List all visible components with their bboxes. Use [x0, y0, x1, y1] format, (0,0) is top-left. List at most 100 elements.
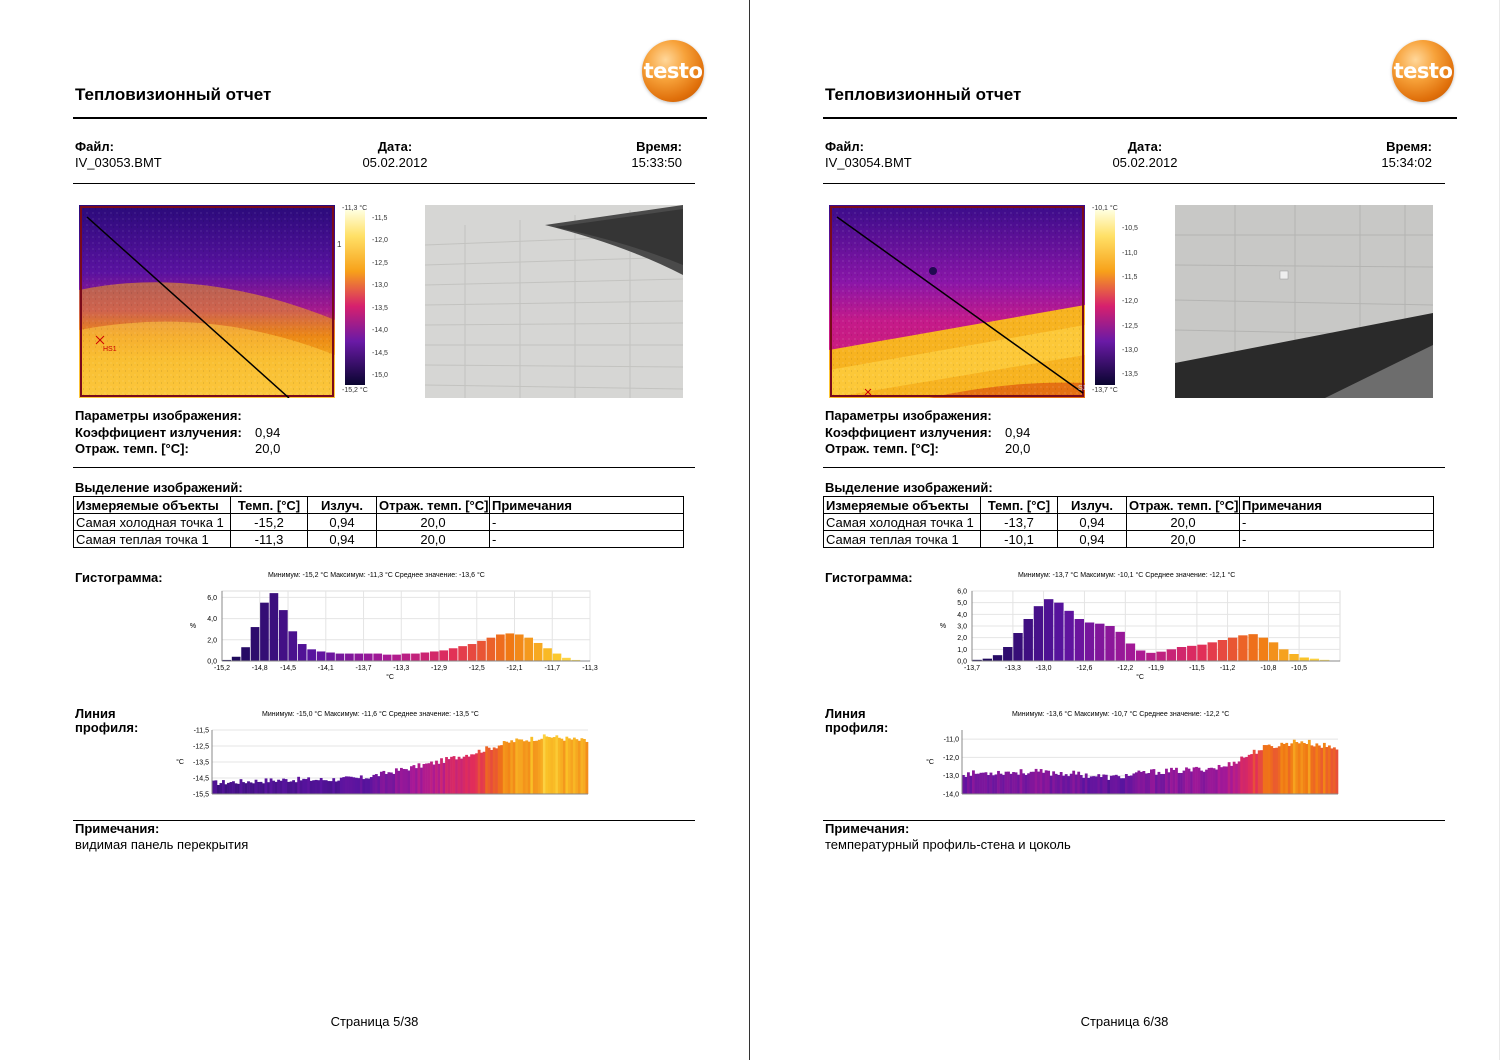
- cell-temp: -13,7: [980, 513, 1058, 531]
- profile-bar: [540, 738, 544, 794]
- params-heading: Параметры изображения:: [75, 408, 242, 423]
- profile-bar: [582, 738, 586, 794]
- profile-bar: [525, 740, 529, 794]
- profile-bar: [447, 759, 451, 794]
- histogram-bar: [288, 631, 298, 661]
- profile-bar: [542, 734, 546, 794]
- profile-bar: [1322, 742, 1326, 794]
- profile-bar: [487, 747, 491, 794]
- profile-bar: [477, 749, 481, 794]
- y-axis-label: °C: [926, 758, 934, 766]
- profile-bar: [575, 739, 579, 794]
- profile-bar: [1245, 756, 1249, 794]
- logo-text: testo: [1393, 59, 1453, 83]
- profile-bar: [1217, 764, 1221, 794]
- profile-bar: [1002, 774, 1005, 794]
- profile-bar: [1310, 745, 1314, 794]
- histogram-bar: [496, 634, 505, 661]
- profile-bar: [1034, 768, 1038, 794]
- profile-bar: [1232, 761, 1236, 794]
- colorbar-tick: -11,5: [372, 214, 388, 222]
- profile-bar: [480, 752, 484, 794]
- profile-bar: [485, 746, 489, 794]
- profile-bar: [510, 740, 514, 794]
- profile-bar: [1092, 776, 1096, 794]
- profile-bar: [217, 784, 220, 794]
- profile-bar: [1084, 773, 1088, 794]
- profile-bar: [467, 756, 471, 794]
- profile-bar: [1185, 767, 1188, 794]
- colorbar-tick: -15,0: [372, 372, 388, 380]
- histogram-bar: [392, 654, 401, 661]
- histogram-bar: [1084, 622, 1095, 661]
- colorbar-tick: -12,0: [1122, 298, 1138, 306]
- profile-bar: [1302, 742, 1306, 794]
- histogram-bar: [345, 653, 354, 661]
- header-divider: [73, 183, 695, 184]
- time-label: Время:: [1386, 139, 1432, 154]
- profile-bar: [314, 779, 318, 794]
- histogram-bar: [1238, 635, 1248, 661]
- profile-bar: [1009, 773, 1013, 794]
- histogram-bar: [222, 659, 232, 661]
- profile-bar: [1052, 771, 1056, 794]
- profile-bar: [289, 781, 293, 794]
- profile-bar: [415, 768, 418, 794]
- cell-object: Самая теплая точка 1: [823, 530, 981, 548]
- date-value: 05.02.2012: [362, 155, 428, 170]
- profile-bar: [1272, 748, 1276, 794]
- histogram-bar: [486, 637, 496, 661]
- profile-bar: [1152, 769, 1156, 794]
- profile-bar: [1265, 745, 1269, 794]
- profile-bar: [405, 769, 408, 794]
- histogram-bar: [972, 659, 982, 661]
- histogram-bar: [543, 648, 552, 661]
- measurement-table: Измеряемые объекты Темп. [°C] Излуч. Отр…: [823, 496, 1434, 548]
- cell-notes: -: [1239, 530, 1434, 548]
- profile-bar: [1177, 772, 1181, 794]
- profile-bar: [407, 770, 411, 794]
- profile-bar: [1317, 745, 1321, 794]
- profile-bar: [1235, 763, 1239, 794]
- profile-bar: [379, 771, 383, 794]
- cell-object: Самая теплая точка 1: [73, 530, 231, 548]
- y-tick-label: 2,0: [207, 637, 217, 644]
- profile-bar: [1165, 768, 1168, 794]
- profile-bar: [1112, 775, 1116, 794]
- colorbar-tick: -10,5: [1122, 225, 1138, 233]
- profile-bar: [1142, 771, 1146, 794]
- colorbar-tick: -14,0: [372, 327, 388, 335]
- histogram-bar: [533, 642, 543, 661]
- x-tick-label: -12,6: [1076, 665, 1092, 672]
- histogram-bar: [1309, 658, 1320, 661]
- profile-bar: [472, 754, 476, 794]
- profile-bar: [287, 781, 291, 794]
- params-heading: Параметры изображения:: [825, 408, 992, 423]
- profile-bar: [430, 761, 433, 794]
- profile-bar: [377, 776, 381, 794]
- histogram-bar: [335, 653, 345, 661]
- profile-bar: [1114, 774, 1118, 794]
- profile-bar: [214, 780, 218, 794]
- profile-bar: [277, 779, 280, 794]
- y-tick-label: -11,5: [194, 728, 210, 735]
- profile-bar: [1237, 761, 1241, 794]
- profile-bar: [1079, 775, 1083, 794]
- profile-bar: [294, 782, 298, 794]
- histogram-stats: Минимум: -13,7 °C Максимум: -10,1 °C Сре…: [1018, 572, 1236, 579]
- histogram-bar: [1115, 631, 1125, 661]
- profile-bar: [1222, 766, 1226, 794]
- refl-temp-label: Отраж. темп. [°C]:: [825, 441, 939, 456]
- profile-bar: [445, 757, 448, 794]
- histogram-bar: [420, 652, 430, 661]
- x-tick-label: -11,7: [545, 665, 561, 672]
- profile-bar: [470, 754, 473, 794]
- selection-heading: Выделение изображений:: [75, 480, 243, 495]
- date-label: Дата:: [377, 139, 413, 154]
- profile-bar: [1160, 773, 1163, 794]
- y-tick-label: -15,5: [193, 792, 209, 799]
- histogram-bar: [448, 648, 458, 661]
- profile-bar: [440, 758, 443, 794]
- x-tick-label: -12,5: [469, 665, 485, 672]
- y-tick-label: 4,0: [207, 616, 217, 623]
